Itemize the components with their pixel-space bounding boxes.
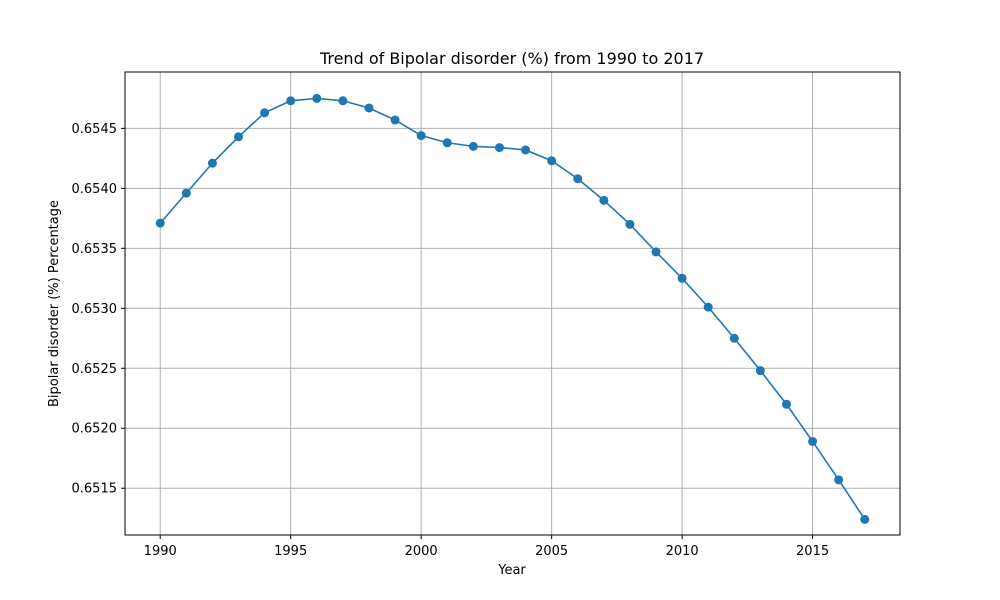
- x-tick-label: 1990: [144, 544, 177, 559]
- data-point: [781, 399, 791, 409]
- data-point: [729, 333, 739, 343]
- grid-layer: [125, 72, 900, 535]
- data-point: [547, 156, 557, 166]
- data-point: [677, 273, 687, 283]
- data-point: [651, 247, 661, 257]
- y-axis-title: Bipolar disorder (%) Percentage: [47, 200, 62, 407]
- plot-frame: [124, 71, 901, 536]
- data-point: [625, 219, 635, 229]
- data-point: [364, 103, 374, 113]
- data-point: [442, 138, 452, 148]
- data-point: [834, 475, 844, 485]
- data-point: [207, 158, 217, 168]
- data-point: [703, 302, 713, 312]
- data-point: [416, 131, 426, 141]
- data-point: [390, 115, 400, 125]
- data-point: [494, 143, 504, 153]
- y-tick-label: 0.6525: [72, 362, 118, 377]
- data-point: [234, 132, 244, 142]
- data-point: [599, 195, 609, 205]
- series-layer: [155, 93, 870, 524]
- data-point: [338, 96, 348, 106]
- data-point: [521, 145, 531, 155]
- y-tick-label: 0.6535: [72, 242, 118, 257]
- data-point: [755, 366, 765, 376]
- series-line: [159, 97, 866, 520]
- y-tick-label: 0.6515: [72, 482, 118, 497]
- chart-title: Trend of Bipolar disorder (%) from 1990 …: [319, 49, 704, 68]
- data-point: [312, 93, 322, 103]
- x-tick-label: 2005: [535, 544, 568, 559]
- x-tick-label: 1995: [274, 544, 307, 559]
- data-point: [286, 96, 296, 106]
- data-point: [808, 436, 818, 446]
- x-axis-title: Year: [497, 563, 526, 578]
- y-tick-label: 0.6545: [72, 122, 118, 137]
- data-point: [181, 188, 191, 198]
- data-point: [860, 514, 870, 524]
- x-tick-label: 2015: [796, 544, 829, 559]
- y-tick-label: 0.6520: [72, 422, 118, 437]
- data-point: [573, 174, 583, 184]
- y-tick-label: 0.6530: [72, 302, 118, 317]
- y-tick-label: 0.6540: [72, 182, 118, 197]
- x-tick-label: 2010: [666, 544, 699, 559]
- x-tick-label: 2000: [405, 544, 438, 559]
- data-point: [260, 108, 270, 118]
- tick-layer: 1990 1995 2000 2005 2010 2015 0.6515 0.6520 0.65…: [72, 122, 830, 559]
- data-point: [468, 141, 478, 151]
- data-point: [155, 218, 165, 228]
